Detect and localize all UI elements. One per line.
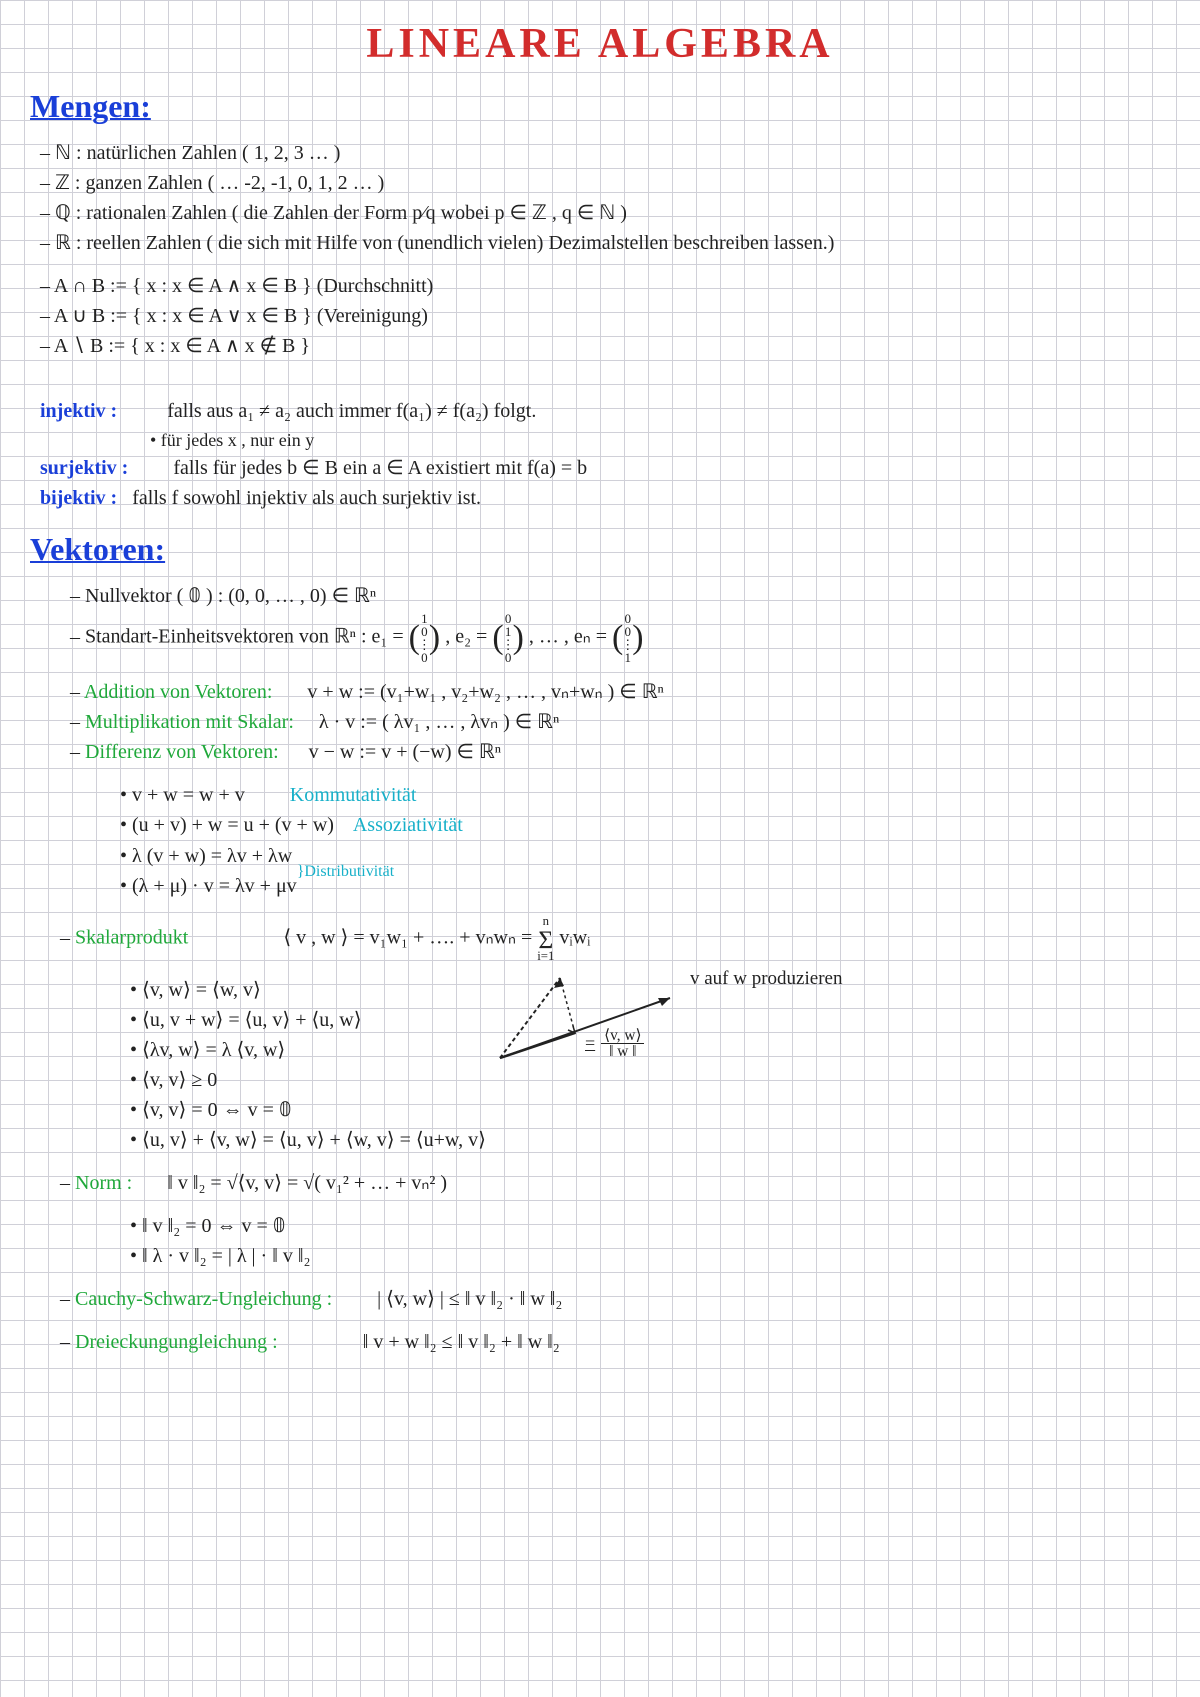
set-q: ℚ : rationalen Zahlen ( die Zahlen der F…	[40, 199, 1170, 228]
difference-label: Differenz von Vektoren:	[85, 741, 279, 763]
law-assoz: (u + v) + w = u + (v + w) Assoziativität	[120, 811, 1170, 840]
cauchy-line: Cauchy-Schwarz-Ungleichung : | ⟨v, w⟩ | …	[60, 1285, 1170, 1314]
triangle-line: Dreieckungungleichung : ‖ v + w ‖₂ ≤ ‖ v…	[60, 1328, 1170, 1357]
law-komm-name: Kommutativität	[290, 784, 417, 806]
projection-svg	[480, 968, 680, 1068]
set-difference: A ∖ B := { x : x ∈ A ∧ x ∉ B }	[40, 332, 1170, 361]
skalar-def-b: vᵢwᵢ	[559, 927, 590, 949]
nullvector-block: Nullvektor ( 𝟘 ) : (0, 0, … , 0) ∈ ℝⁿ St…	[30, 582, 1170, 664]
law-komm: v + w = w + v Kommutativität	[120, 781, 1170, 810]
skalar-line: Skalarprodukt ⟨ v , w ⟩ = v₁w₁ + …. + vₙ…	[60, 916, 1170, 962]
injektiv-note: • für jedes x , nur ein y	[150, 427, 1170, 453]
skalar-label: Skalarprodukt	[75, 927, 188, 949]
injektiv-label: injektiv :	[40, 400, 117, 422]
set-intersection: A ∩ B := { x : x ∈ A ∧ x ∈ B } (Durchsch…	[40, 272, 1170, 301]
surjektiv-label: surjektiv :	[40, 457, 128, 479]
norm-label: Norm :	[75, 1172, 132, 1194]
addition-label: Addition von Vektoren:	[84, 681, 273, 703]
triangle-block: Dreieckungungleichung : ‖ v + w ‖₂ ≤ ‖ v…	[30, 1328, 1170, 1357]
skalar-props-block: ⟨v, w⟩ = ⟨w, v⟩ ⟨u, v + w⟩ = ⟨u, v⟩ + ⟨u…	[120, 976, 1170, 1155]
set-n: ℕ : natürlichen Zahlen ( 1, 2, 3 … )	[40, 139, 1170, 168]
law-distr-2: (λ + μ) · v = λv + μv	[120, 872, 297, 901]
unitvector-line: Standart-Einheitsvektoren von ℝⁿ : e₁ = …	[70, 612, 1170, 664]
set-union: A ∪ B := { x : x ∈ A ∨ x ∈ B } (Vereinig…	[40, 302, 1170, 331]
bijektiv-line: bijektiv : falls f sowohl injektiv als a…	[40, 484, 1170, 513]
brace-icon: }	[297, 863, 305, 881]
proj-formula: = ⟨v, w⟩ ‖ w ‖	[585, 1028, 644, 1060]
law-distr-name: Distributivität	[304, 863, 394, 881]
en-vector: 00⋮1	[612, 612, 644, 664]
projection-diagram: v auf w produzieren = ⟨v, w⟩ ‖ w ‖	[480, 968, 880, 1073]
set-z: ℤ : ganzen Zahlen ( … -2, -1, 0, 1, 2 … …	[40, 169, 1170, 198]
injektiv-def: falls aus a₁ ≠ a₂ auch immer f(a₁) ≠ f(a…	[167, 400, 536, 422]
law-assoz-eq: (u + v) + w = u + (v + w)	[132, 814, 334, 836]
sum-symbol: nΣi=1	[537, 916, 554, 962]
difference-def: v − w := v + (−w) ∈ ℝⁿ	[309, 741, 501, 763]
scalar-mult-label: Multiplikation mit Skalar:	[85, 711, 294, 733]
vector-ops-block: Addition von Vektoren: v + w := (v₁+w₁ ,…	[30, 678, 1170, 767]
unit-b: , e₂ =	[445, 626, 492, 648]
skalar-prop-6: ⟨u, v⟩ + ⟨v, w⟩ = ⟨u, v⟩ + ⟨w, v⟩ = ⟨u+w…	[130, 1126, 1170, 1155]
skalarprodukt-block: Skalarprodukt ⟨ v , w ⟩ = v₁w₁ + …. + vₙ…	[30, 916, 1170, 962]
law-assoz-name: Assoziativität	[353, 814, 463, 836]
skalar-def-a: ⟨ v , w ⟩ = v₁w₁ + …. + vₙwₙ =	[283, 927, 537, 949]
section-vektoren-heading: Vektoren:	[30, 531, 1170, 568]
triangle-label: Dreieckungungleichung :	[75, 1331, 278, 1353]
surjektiv-line: surjektiv : falls für jedes b ∈ B ein a …	[40, 454, 1170, 483]
map-types-block: injektiv : falls aus a₁ ≠ a₂ auch immer …	[30, 397, 1170, 513]
page-title: LINEARE ALGEBRA	[30, 20, 1170, 68]
section-mengen-heading: Mengen:	[30, 88, 1170, 125]
norm-prop-1: ‖ v ‖₂ = 0 ⇔ v = 𝟘	[130, 1212, 1170, 1241]
norm-line: Norm : ‖ v ‖₂ = √⟨v, v⟩ = √( v₁² + … + v…	[60, 1169, 1170, 1198]
unit-c: , … , eₙ =	[529, 626, 612, 648]
injektiv-line: injektiv : falls aus a₁ ≠ a₂ auch immer …	[40, 397, 1170, 426]
bijektiv-def: falls f sowohl injektiv als auch surjekt…	[132, 487, 481, 509]
proj-frac-den: ‖ w ‖	[601, 1044, 644, 1059]
addition-line: Addition von Vektoren: v + w := (v₁+w₁ ,…	[70, 678, 1170, 707]
e2-vector: 01⋮0	[492, 612, 524, 664]
norm-def: ‖ v ‖₂ = √⟨v, v⟩ = √( v₁² + … + vₙ² )	[167, 1172, 447, 1194]
norm-block: Norm : ‖ v ‖₂ = √⟨v, v⟩ = √( v₁² + … + v…	[30, 1169, 1170, 1198]
addition-def: v + w := (v₁+w₁ , v₂+w₂ , … , vₙ+wₙ ) ∈ …	[307, 681, 663, 703]
e1-vector: 10⋮0	[409, 612, 441, 664]
proj-frac-num: ⟨v, w⟩	[601, 1028, 644, 1044]
norm-prop-2: ‖ λ · v ‖₂ = | λ | · ‖ v ‖₂	[130, 1242, 1170, 1271]
proj-label: v auf w produzieren	[690, 968, 842, 990]
cauchy-label: Cauchy-Schwarz-Ungleichung :	[75, 1288, 332, 1310]
surjektiv-def: falls für jedes b ∈ B ein a ∈ A existier…	[173, 457, 587, 479]
set-r: ℝ : reellen Zahlen ( die sich mit Hilfe …	[40, 229, 1170, 258]
skalar-prop-5: ⟨v, v⟩ = 0 ⇔ v = 𝟘	[130, 1096, 1170, 1125]
set-ops-block: A ∩ B := { x : x ∈ A ∧ x ∈ B } (Durchsch…	[30, 272, 1170, 361]
law-distr-1: λ (v + w) = λv + λw	[120, 842, 297, 871]
nullvector-line: Nullvektor ( 𝟘 ) : (0, 0, … , 0) ∈ ℝⁿ	[70, 582, 1170, 611]
cauchy-def: | ⟨v, w⟩ | ≤ ‖ v ‖₂ · ‖ w ‖₂	[377, 1288, 562, 1310]
scalar-mult-def: λ · v := ( λv₁ , … , λvₙ ) ∈ ℝⁿ	[319, 711, 559, 733]
norm-props-block: ‖ v ‖₂ = 0 ⇔ v = 𝟘 ‖ λ · v ‖₂ = | λ | · …	[120, 1212, 1170, 1271]
law-komm-eq: v + w = w + v	[132, 784, 245, 806]
unit-a: Standart-Einheitsvektoren von ℝⁿ : e₁ =	[85, 626, 409, 648]
bijektiv-label: bijektiv :	[40, 487, 117, 509]
cauchy-block: Cauchy-Schwarz-Ungleichung : | ⟨v, w⟩ | …	[30, 1285, 1170, 1314]
triangle-def: ‖ v + w ‖₂ ≤ ‖ v ‖₂ + ‖ w ‖₂	[363, 1331, 560, 1353]
difference-line: Differenz von Vektoren: v − w := v + (−w…	[70, 738, 1170, 767]
scalar-mult-line: Multiplikation mit Skalar: λ · v := ( λv…	[70, 708, 1170, 737]
number-sets-block: ℕ : natürlichen Zahlen ( 1, 2, 3 … ) ℤ :…	[30, 139, 1170, 258]
page-root: LINEARE ALGEBRA Mengen: ℕ : natürlichen …	[0, 0, 1200, 1378]
laws-block: v + w = w + v Kommutativität (u + v) + w…	[110, 781, 1170, 902]
